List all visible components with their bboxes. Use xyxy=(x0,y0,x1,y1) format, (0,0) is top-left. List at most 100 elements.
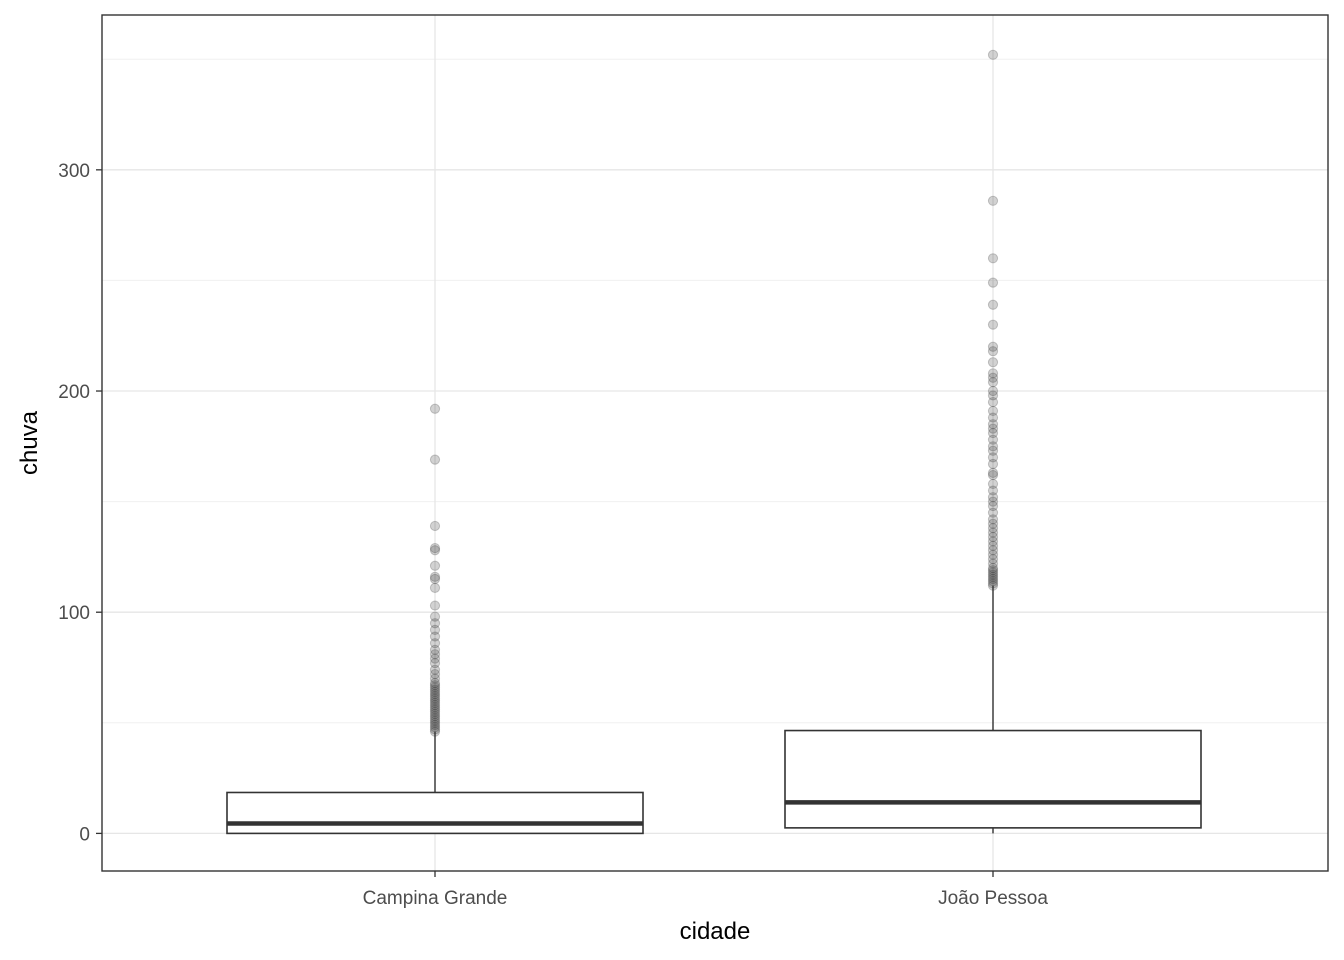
boxes xyxy=(226,49,1202,835)
y-tick-label: 0 xyxy=(79,824,90,845)
outlier-point xyxy=(429,691,441,702)
y-axis-title: chuva xyxy=(16,410,43,475)
outlier-point xyxy=(987,441,999,452)
outlier-point xyxy=(987,549,999,560)
outlier-point xyxy=(987,405,999,417)
outlier-point xyxy=(429,717,441,728)
outlier-point xyxy=(429,403,441,414)
outlier-point xyxy=(429,677,441,689)
y-tick-label: 100 xyxy=(58,603,90,624)
outlier-point xyxy=(987,423,999,434)
outlier-point xyxy=(429,618,441,629)
outlier-point xyxy=(429,673,441,684)
outlier-point xyxy=(987,458,999,470)
outlier-point xyxy=(429,582,441,593)
outlier-point xyxy=(987,569,999,580)
outlier-point xyxy=(987,573,999,585)
outlier-point xyxy=(987,396,999,408)
outlier-point xyxy=(429,657,441,669)
outlier-point xyxy=(987,514,999,525)
iqr-box xyxy=(784,729,1202,829)
outlier-point xyxy=(429,726,441,737)
outlier-point xyxy=(987,580,999,591)
y-tick-label: 300 xyxy=(58,161,90,182)
outlier-point xyxy=(987,445,999,456)
outlier-point xyxy=(429,697,441,708)
outlier-point xyxy=(429,644,441,655)
outlier-point xyxy=(429,631,441,642)
box-campina-grande xyxy=(226,403,644,835)
x-tick-label: Campina Grande xyxy=(363,888,508,909)
outlier-point xyxy=(429,520,441,532)
outlier-point xyxy=(429,624,441,636)
outlier-point xyxy=(987,565,999,576)
outlier-point xyxy=(429,669,441,680)
outlier-point xyxy=(987,299,999,310)
outlier-point xyxy=(429,700,441,711)
iqr-box xyxy=(226,791,644,835)
outlier-point xyxy=(987,346,999,357)
outlier-point xyxy=(987,195,999,206)
outlier-point xyxy=(429,695,441,706)
outlier-point xyxy=(429,722,441,733)
x-axis-title: cidade xyxy=(680,918,751,945)
outlier-point xyxy=(987,49,999,60)
outlier-point xyxy=(987,485,999,496)
outlier-point xyxy=(987,434,999,445)
outlier-point xyxy=(987,452,999,463)
outlier-point xyxy=(987,372,999,383)
outlier-point xyxy=(987,496,999,507)
outlier-point xyxy=(429,713,441,724)
outlier-point xyxy=(987,558,999,569)
outlier-point xyxy=(429,571,441,582)
outlier-point xyxy=(987,527,999,538)
outlier-point xyxy=(429,680,441,691)
outlier-point xyxy=(987,536,999,547)
outlier-point xyxy=(987,412,999,423)
outlier-point xyxy=(429,702,441,713)
y-tick-label: 200 xyxy=(58,382,90,403)
axes: 0 100 200 300 Campina Grande João Pessoa xyxy=(58,161,1048,909)
plot-border xyxy=(101,14,1329,872)
outlier-point xyxy=(429,454,441,465)
outlier-point xyxy=(429,684,441,695)
outlier-point xyxy=(429,611,441,622)
outlier-point xyxy=(429,693,441,704)
outlier-point xyxy=(987,500,999,512)
outlier-point xyxy=(987,277,999,288)
outlier-point xyxy=(987,507,999,518)
outlier-point xyxy=(987,545,999,556)
outlier-point xyxy=(429,724,441,735)
outlier-point xyxy=(987,385,999,397)
outlier-point xyxy=(429,653,441,664)
outlier-point xyxy=(987,357,999,368)
outlier-point xyxy=(987,567,999,578)
outlier-point xyxy=(429,664,441,675)
outlier-point xyxy=(429,715,441,726)
outlier-point xyxy=(429,686,441,697)
outlier-point xyxy=(987,377,999,388)
outlier-point xyxy=(429,573,441,585)
outlier-point xyxy=(987,341,999,352)
outlier-point xyxy=(987,390,999,401)
outlier-point xyxy=(429,706,441,717)
box-joao-pessoa xyxy=(784,49,1202,834)
outlier-point xyxy=(987,554,999,565)
outlier-point xyxy=(429,638,441,649)
outlier-point xyxy=(429,708,441,720)
outlier-point xyxy=(987,419,999,430)
outlier-point xyxy=(429,704,441,715)
outlier-point xyxy=(429,542,441,554)
outlier-point xyxy=(429,600,441,611)
outlier-point xyxy=(987,562,999,574)
outlier-point xyxy=(429,560,441,571)
outlier-point xyxy=(429,688,441,700)
outlier-point xyxy=(987,492,999,503)
outlier-point xyxy=(987,368,999,379)
outlier-point xyxy=(987,319,999,330)
outlier-point xyxy=(429,711,441,722)
outlier-point xyxy=(987,576,999,587)
outlier-point xyxy=(987,478,999,490)
outlier-point xyxy=(987,467,999,478)
